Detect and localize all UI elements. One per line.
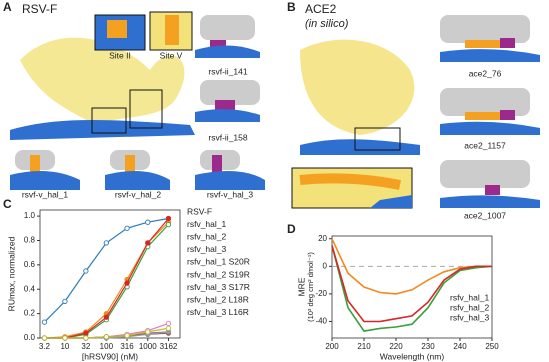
y-tick-label: 0.6 bbox=[24, 260, 36, 269]
x-tick-label: 200 bbox=[325, 342, 339, 351]
x-tick-label: 3162 bbox=[160, 342, 178, 351]
panel-label: B bbox=[287, 0, 296, 14]
design-label: rsvf-ii_158 bbox=[208, 132, 247, 142]
inset-label: Site II bbox=[109, 50, 131, 60]
panel-title: RSV-F bbox=[22, 2, 57, 16]
x-axis-label: [hRSV90] (nM) bbox=[82, 351, 138, 361]
y-tick-label: 20 bbox=[318, 234, 327, 243]
y-axis-label: RUmax, normalized bbox=[6, 236, 16, 311]
x-tick-label: 32 bbox=[81, 342, 90, 351]
x-tick-label: 10 bbox=[60, 342, 69, 351]
y-tick-label: 0.2 bbox=[24, 309, 36, 318]
x-tick-label: 1000 bbox=[139, 342, 157, 351]
x-tick-label: 3.2 bbox=[39, 342, 51, 351]
inset-label: Site V bbox=[160, 50, 183, 60]
x-tick-label: 220 bbox=[389, 342, 403, 351]
legend-entry: rsfv_hal_3 S17R bbox=[187, 282, 250, 292]
ace2-thumbnails bbox=[440, 15, 540, 208]
legend-entry: rsfv_hal_2 S19R bbox=[187, 269, 250, 279]
design-label: ace2_1007 bbox=[464, 210, 506, 220]
data-point bbox=[165, 215, 172, 222]
data-point bbox=[103, 314, 110, 320]
panel-label: C bbox=[3, 197, 12, 211]
design-label: ace2_1157 bbox=[464, 140, 506, 150]
data-point bbox=[62, 298, 68, 305]
x-tick-label: 250 bbox=[485, 342, 499, 351]
design-label: ace2_76 bbox=[469, 68, 502, 78]
x-tick-label: 100 bbox=[100, 342, 114, 351]
data-point bbox=[124, 280, 130, 286]
data-point bbox=[103, 240, 110, 246]
legend-entry: rsfv_hal_2 bbox=[450, 302, 489, 312]
legend-entry: RSV-F bbox=[187, 206, 212, 216]
y-tick-label: -40 bbox=[315, 317, 327, 326]
x-tick-label: 240 bbox=[453, 342, 467, 351]
y-tick-label: 0.0 bbox=[24, 333, 36, 342]
data-point bbox=[165, 325, 172, 331]
y-tick-label: 0 bbox=[323, 261, 328, 270]
design-label: rsvf-v_hal_2 bbox=[115, 189, 162, 199]
data-point bbox=[165, 320, 172, 327]
legend-entry: rsfv_hal_3 L16R bbox=[187, 307, 249, 317]
data-point bbox=[145, 329, 151, 335]
y-tick-label: 0.4 bbox=[24, 284, 36, 293]
data-point bbox=[145, 240, 151, 246]
series-line bbox=[331, 245, 492, 323]
data-point bbox=[145, 219, 151, 225]
legend-entry: rsfv_hal_1 bbox=[450, 292, 489, 302]
data-point bbox=[103, 334, 110, 340]
data-point bbox=[124, 225, 130, 231]
data-point bbox=[83, 335, 89, 341]
y-tick-label: 0.8 bbox=[24, 236, 36, 245]
data-point bbox=[41, 319, 48, 325]
y-tick-label: -20 bbox=[315, 289, 327, 298]
series-line bbox=[43, 217, 169, 323]
ace2-structure bbox=[291, 39, 420, 209]
rsvf-structure bbox=[10, 11, 195, 140]
data-point bbox=[165, 221, 172, 228]
legend-entry: rsfv_hal_2 L18R bbox=[187, 294, 249, 304]
series-line bbox=[331, 245, 493, 332]
panel-label: D bbox=[287, 222, 296, 236]
panel-title: ACE2 bbox=[305, 2, 337, 16]
y-axis-label: MRE bbox=[296, 277, 306, 296]
plot-frame bbox=[331, 235, 493, 339]
data-point bbox=[124, 332, 130, 339]
design-thumbnails bbox=[10, 15, 265, 190]
data-point bbox=[83, 330, 89, 336]
x-tick-label: 316 bbox=[120, 342, 134, 351]
data-point bbox=[83, 268, 89, 274]
data-point bbox=[41, 335, 48, 341]
legend-entry: rsfv_hal_3 bbox=[450, 312, 489, 322]
legend-entry: rsfv_hal_2 bbox=[187, 231, 226, 241]
design-label: rsvf-v_hal_3 bbox=[207, 189, 254, 199]
x-tick-label: 230 bbox=[421, 342, 435, 351]
panel-label: A bbox=[3, 0, 12, 14]
design-label: rsvf-ii_141 bbox=[208, 66, 247, 76]
panel-subtitle: (in silico) bbox=[305, 18, 349, 30]
legend-entry: rsfv_hal_3 bbox=[187, 244, 226, 254]
design-label: rsvf-v_hal_1 bbox=[22, 189, 69, 199]
legend-entry: rsfv_hal_1 bbox=[187, 219, 226, 229]
x-axis-label: Wavelength (nm) bbox=[380, 351, 445, 361]
y-axis-label: (10³ deg cm² dmol⁻¹) bbox=[306, 252, 315, 322]
legend-entry: rsfv_hal_1 S20R bbox=[187, 257, 250, 267]
series-line bbox=[331, 238, 492, 295]
data-point bbox=[62, 335, 68, 341]
x-tick-label: 210 bbox=[357, 342, 371, 351]
y-tick-label: 1.0 bbox=[24, 211, 36, 220]
